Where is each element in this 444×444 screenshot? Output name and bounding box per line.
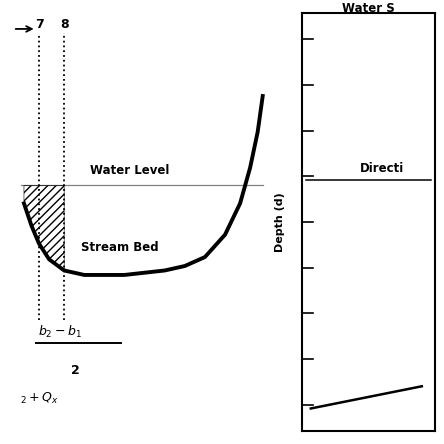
Text: $_2 + Q_x$: $_2 + Q_x$ <box>20 391 58 406</box>
Text: 7: 7 <box>35 18 44 31</box>
Text: Directi: Directi <box>360 162 404 175</box>
Text: 8: 8 <box>60 18 68 31</box>
Text: Depth (d): Depth (d) <box>275 192 285 252</box>
Text: Water Level: Water Level <box>90 163 169 177</box>
Text: Stream Bed: Stream Bed <box>81 241 158 254</box>
Text: $b_2 - b_1$: $b_2 - b_1$ <box>38 324 82 340</box>
Text: Water S: Water S <box>342 2 395 15</box>
Text: 2: 2 <box>71 364 80 377</box>
